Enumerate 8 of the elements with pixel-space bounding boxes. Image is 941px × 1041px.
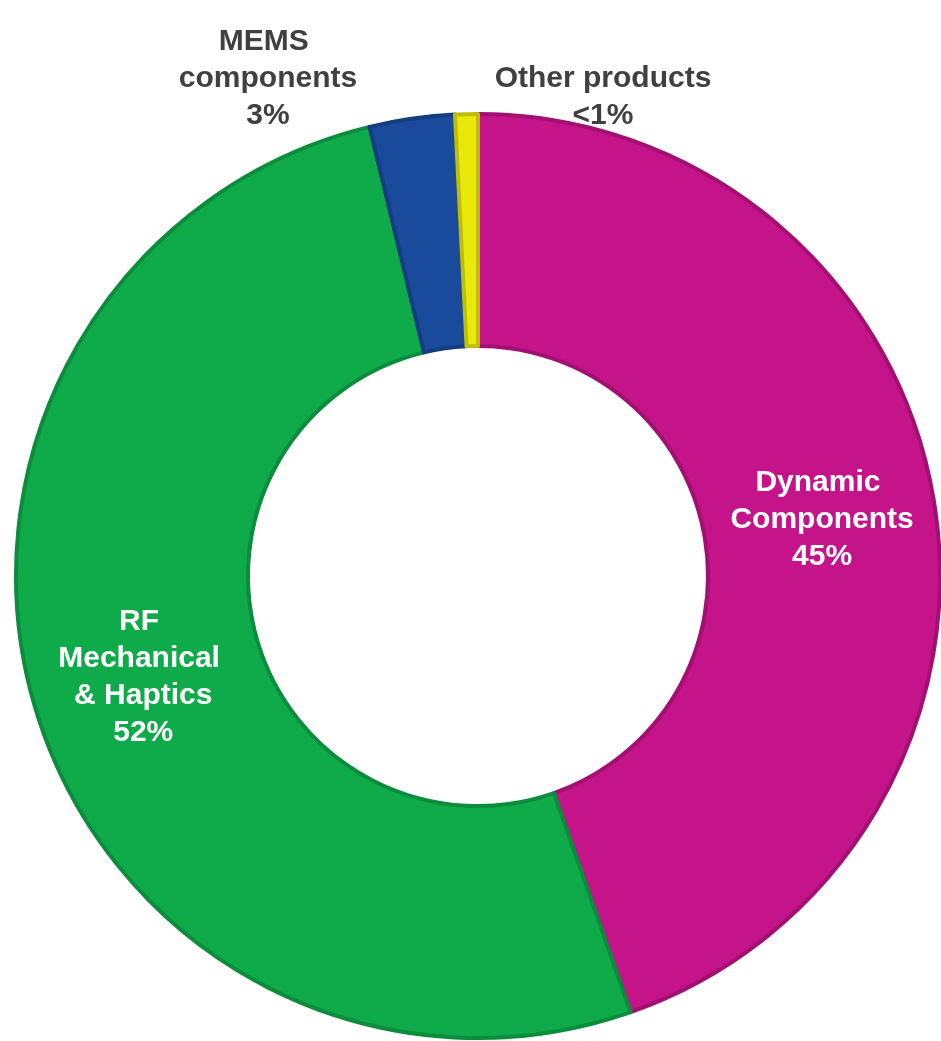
slice-label: MEMS components (178, 23, 358, 93)
data-label: 3% (246, 97, 290, 130)
data-label: <1% (572, 97, 634, 130)
slice-label: Other products (494, 60, 712, 93)
data-label: 52% (113, 713, 174, 747)
slice-label: RF Mechanical & Haptics (58, 602, 229, 710)
slice-label: Dynamic Components (730, 464, 914, 535)
data-label: 45% (792, 538, 853, 572)
